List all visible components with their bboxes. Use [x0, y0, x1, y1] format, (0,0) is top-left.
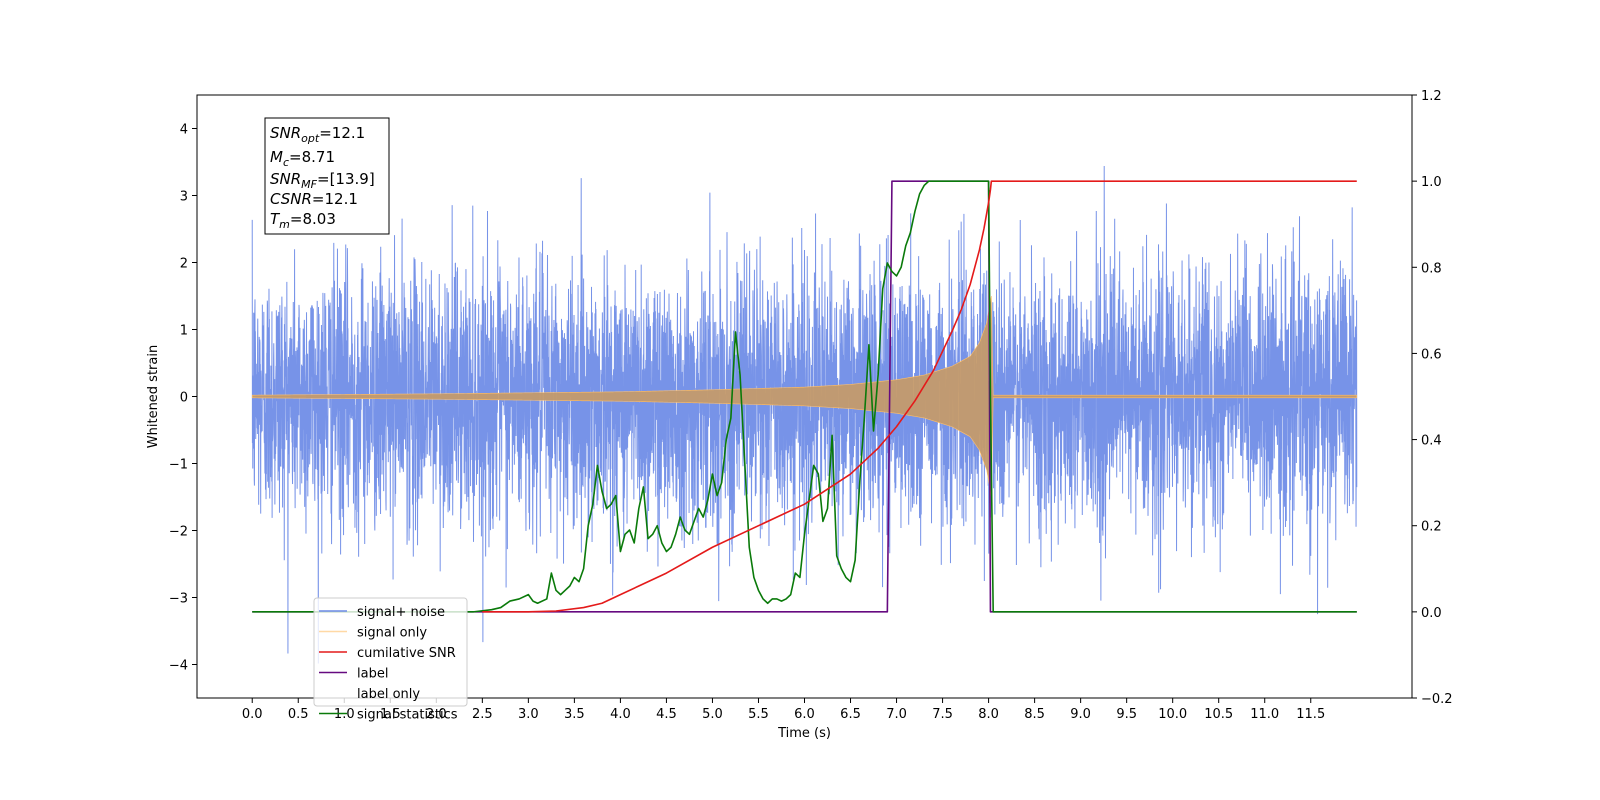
y-axis-left: −4 −3 −2 −1 0 1 2 3 4	[169, 123, 197, 674]
signal-plus-noise-line	[251, 165, 1358, 664]
y-left-tick-label: 1	[180, 324, 188, 339]
y-left-tick-label: −2	[169, 525, 188, 540]
y-left-tick-label: −3	[169, 592, 188, 607]
annotation-csnr: CSNR=12.1	[270, 190, 358, 208]
y-left-tick-label: 4	[180, 123, 188, 138]
annotation-tm: Tm=8.03	[270, 210, 336, 231]
y-left-tick-label: 3	[180, 190, 188, 205]
legend-label: signal statistics	[357, 708, 458, 723]
y-left-tick-label: −4	[169, 659, 188, 674]
y-right-tick-label: 1.0	[1421, 175, 1442, 190]
x-tick-label: 0.5	[288, 707, 309, 722]
y-right-tick-label: 0.6	[1421, 347, 1442, 362]
x-tick-label: 11.5	[1296, 707, 1325, 722]
y-left-tick-label: 0	[180, 391, 188, 406]
x-tick-label: 10.5	[1204, 707, 1233, 722]
annotation-mc: Mc=8.71	[270, 148, 335, 169]
x-tick-label: 5.0	[702, 707, 723, 722]
series-signal-only	[251, 295, 1358, 498]
y-axis-title: Whitened strain	[146, 345, 161, 448]
x-tick-label: 9.0	[1070, 707, 1091, 722]
x-tick-label: 6.0	[794, 707, 815, 722]
x-tick-label: 9.5	[1116, 707, 1137, 722]
signal-only-envelope	[251, 295, 1358, 498]
y-left-tick-label: −1	[169, 458, 188, 473]
x-tick-label: 1.0	[334, 707, 355, 722]
legend-frame	[313, 597, 468, 707]
legend-label: cumilative SNR	[357, 646, 456, 661]
signal-statistics-line	[252, 180, 1357, 613]
x-axis-title: Time (s)	[777, 726, 831, 741]
y-right-tick-label: 0.8	[1421, 261, 1442, 276]
cumulative-snr-line	[482, 180, 1357, 613]
x-tick-label: 2.0	[426, 707, 447, 722]
legend-label: label	[357, 667, 388, 682]
x-tick-label: 7.5	[932, 707, 953, 722]
x-tick-label: 5.5	[748, 707, 769, 722]
x-tick-label: 11.0	[1250, 707, 1279, 722]
x-tick-label: 3.0	[518, 707, 539, 722]
x-tick-label: 1.5	[380, 707, 401, 722]
x-tick-label: 0.0	[242, 707, 263, 722]
y-axis-right: −0.2 0.0 0.2 0.4 0.6 0.8 1.0 1.2	[1412, 89, 1453, 707]
x-tick-label: 6.5	[840, 707, 861, 722]
x-tick-label: 4.0	[610, 707, 631, 722]
x-axis: 0.0 0.5 1.0 1.5 2.0 2.5 3.0 3.5 4.0 4.5 5.0 5.5 6.0 6…	[242, 698, 1325, 722]
legend-label: signal only	[357, 626, 427, 641]
y-left-tick-label: 2	[180, 257, 188, 272]
legend-label: signal+ noise	[357, 605, 445, 620]
x-tick-label: 7.0	[886, 707, 907, 722]
y-right-tick-label: 1.2	[1421, 89, 1442, 104]
y-right-tick-label: 0.4	[1421, 434, 1442, 449]
y-right-tick-label: −0.2	[1421, 692, 1453, 707]
legend: signal+ noise signal only cumilative SNR la…	[313, 597, 468, 723]
right-axis-series	[252, 180, 1357, 613]
annotation-snr-mf: SNRMF=[13.9]	[270, 170, 375, 191]
annotation-box: SNRopt=12.1 Mc=8.71 SNRMF=[13.9] CSNR=12…	[264, 117, 390, 235]
x-tick-label: 3.5	[564, 707, 585, 722]
x-tick-label: 4.5	[656, 707, 677, 722]
y-right-tick-label: 0.0	[1421, 606, 1442, 621]
x-tick-label: 2.5	[472, 707, 493, 722]
x-tick-label: 8.5	[1024, 707, 1045, 722]
x-tick-label: 10.0	[1158, 707, 1187, 722]
legend-label: label only	[357, 687, 420, 702]
series-signal-plus-noise	[251, 165, 1358, 664]
annotation-snr-opt: SNRopt=12.1	[270, 124, 365, 145]
y-right-tick-label: 0.2	[1421, 520, 1442, 535]
x-tick-label: 8.0	[978, 707, 999, 722]
